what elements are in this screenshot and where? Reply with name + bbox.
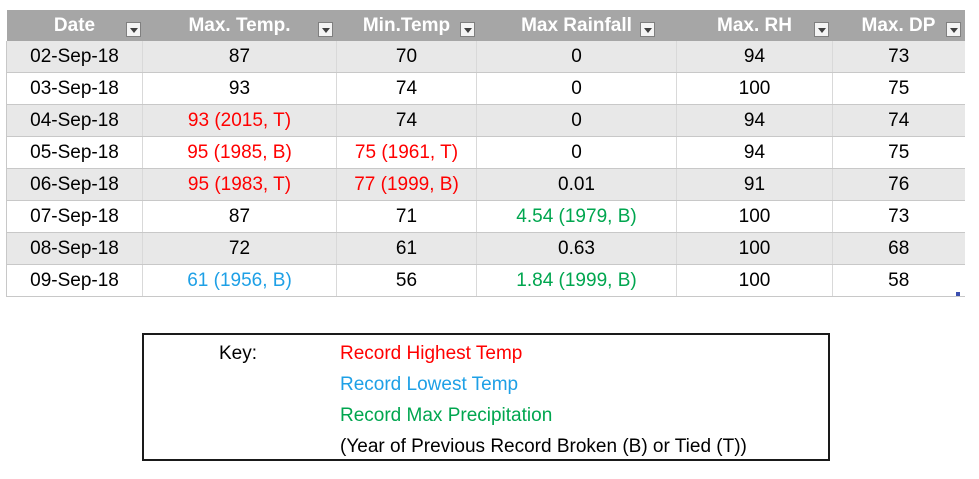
cell-max-rainfall[interactable]: 4.54 (1979, B) xyxy=(476,200,677,233)
header-max-temp: Max. Temp. xyxy=(142,10,337,41)
table-row: 08-Sep-18 72 61 0.63 100 68 xyxy=(6,232,965,265)
cell-max-temp[interactable]: 95 (1985, B) xyxy=(142,136,337,169)
cell-max-rh[interactable]: 100 xyxy=(676,200,833,233)
header-row: Date Max. Temp. Min.Temp Max Rainfall Ma… xyxy=(6,10,965,41)
cell-date[interactable]: 09-Sep-18 xyxy=(6,264,143,297)
legend-label: Key: xyxy=(219,343,258,364)
filter-dropdown-icon[interactable] xyxy=(317,22,333,37)
cell-min-temp[interactable]: 70 xyxy=(336,41,477,73)
cell-max-temp[interactable]: 87 xyxy=(142,41,337,73)
cell-max-temp[interactable]: 95 (1983, T) xyxy=(142,168,337,201)
table-row: 07-Sep-18 87 71 4.54 (1979, B) 100 73 xyxy=(6,200,965,233)
header-max-dp-label: Max. DP xyxy=(861,14,936,36)
cell-max-temp[interactable]: 87 xyxy=(142,200,337,233)
header-date-label: Date xyxy=(53,14,96,36)
cell-date[interactable]: 04-Sep-18 xyxy=(6,104,143,137)
cell-date[interactable]: 02-Sep-18 xyxy=(6,41,143,73)
header-max-rh-label: Max. RH xyxy=(717,14,792,36)
table-row: 05-Sep-18 95 (1985, B) 75 (1961, T) 0 94 75 xyxy=(6,136,965,169)
table-row: 09-Sep-18 61 (1956, B) 56 1.84 (1999, B) 100… xyxy=(6,264,965,297)
header-min-temp-label: Min.Temp xyxy=(362,14,451,36)
table-row: 06-Sep-18 95 (1983, T) 77 (1999, B) 0.01 91 7… xyxy=(6,168,965,201)
cell-max-temp[interactable]: 72 xyxy=(142,232,337,265)
header-max-temp-label: Max. Temp. xyxy=(188,14,291,36)
filter-dropdown-icon[interactable] xyxy=(125,22,141,37)
table-row: 04-Sep-18 93 (2015, T) 74 0 94 74 xyxy=(6,104,965,137)
cell-max-rh[interactable]: 100 xyxy=(676,232,833,265)
filter-dropdown-icon[interactable] xyxy=(639,22,655,37)
cell-max-rainfall[interactable]: 0.01 xyxy=(476,168,677,201)
legend-record-precip: Record Max Precipitation xyxy=(340,405,553,426)
header-date: Date xyxy=(6,10,143,41)
cell-date[interactable]: 03-Sep-18 xyxy=(6,72,143,105)
legend-note: (Year of Previous Record Broken (B) or T… xyxy=(340,436,747,457)
table-row: 03-Sep-18 93 74 0 100 75 xyxy=(6,72,965,105)
cell-max-rainfall[interactable]: 0.63 xyxy=(476,232,677,265)
cell-max-dp[interactable]: 75 xyxy=(832,136,965,169)
cell-max-dp[interactable]: 75 xyxy=(832,72,965,105)
cell-min-temp[interactable]: 75 (1961, T) xyxy=(336,136,477,169)
cell-max-dp[interactable]: 76 xyxy=(832,168,965,201)
header-max-rh: Max. RH xyxy=(676,10,833,41)
cell-max-rainfall[interactable]: 1.84 (1999, B) xyxy=(476,264,677,297)
cell-max-dp[interactable]: 74 xyxy=(832,104,965,137)
filter-dropdown-icon[interactable] xyxy=(813,22,829,37)
cell-min-temp[interactable]: 71 xyxy=(336,200,477,233)
legend-box: Key: Record Highest Temp Record Lowest T… xyxy=(142,333,830,461)
cell-min-temp[interactable]: 77 (1999, B) xyxy=(336,168,477,201)
cell-max-dp[interactable]: 68 xyxy=(832,232,965,265)
table-body: 02-Sep-18 87 70 0 94 73 03-Sep-18 93 74 0 100 75 04-… xyxy=(6,41,965,297)
cell-max-rainfall[interactable]: 0 xyxy=(476,136,677,169)
cell-max-rh[interactable]: 94 xyxy=(676,136,833,169)
legend-record-high: Record Highest Temp xyxy=(340,343,523,364)
header-max-dp: Max. DP xyxy=(832,10,965,41)
cell-max-rh[interactable]: 91 xyxy=(676,168,833,201)
cell-date[interactable]: 07-Sep-18 xyxy=(6,200,143,233)
header-max-rainfall-label: Max Rainfall xyxy=(521,14,632,36)
cell-max-temp[interactable]: 93 (2015, T) xyxy=(142,104,337,137)
filter-dropdown-icon[interactable] xyxy=(459,22,475,37)
cell-date[interactable]: 06-Sep-18 xyxy=(6,168,143,201)
cell-max-rainfall[interactable]: 0 xyxy=(476,41,677,73)
cell-max-rainfall[interactable]: 0 xyxy=(476,72,677,105)
cell-date[interactable]: 08-Sep-18 xyxy=(6,232,143,265)
cell-min-temp[interactable]: 56 xyxy=(336,264,477,297)
weather-table: Date Max. Temp. Min.Temp Max Rainfall Ma… xyxy=(6,10,965,297)
table-resize-handle[interactable] xyxy=(956,292,960,296)
cell-max-rh[interactable]: 94 xyxy=(676,104,833,137)
cell-max-rainfall[interactable]: 0 xyxy=(476,104,677,137)
cell-max-dp[interactable]: 73 xyxy=(832,41,965,73)
header-min-temp: Min.Temp xyxy=(336,10,477,41)
table-row: 02-Sep-18 87 70 0 94 73 xyxy=(6,41,965,73)
cell-min-temp[interactable]: 74 xyxy=(336,72,477,105)
cell-date[interactable]: 05-Sep-18 xyxy=(6,136,143,169)
cell-max-dp[interactable]: 73 xyxy=(832,200,965,233)
header-max-rainfall: Max Rainfall xyxy=(476,10,677,41)
cell-max-rh[interactable]: 100 xyxy=(676,264,833,297)
cell-min-temp[interactable]: 74 xyxy=(336,104,477,137)
cell-min-temp[interactable]: 61 xyxy=(336,232,477,265)
legend-record-low: Record Lowest Temp xyxy=(340,374,519,395)
filter-dropdown-icon[interactable] xyxy=(945,22,961,37)
cell-max-rh[interactable]: 94 xyxy=(676,41,833,73)
cell-max-temp[interactable]: 93 xyxy=(142,72,337,105)
cell-max-temp[interactable]: 61 (1956, B) xyxy=(142,264,337,297)
cell-max-dp[interactable]: 58 xyxy=(832,264,965,297)
cell-max-rh[interactable]: 100 xyxy=(676,72,833,105)
